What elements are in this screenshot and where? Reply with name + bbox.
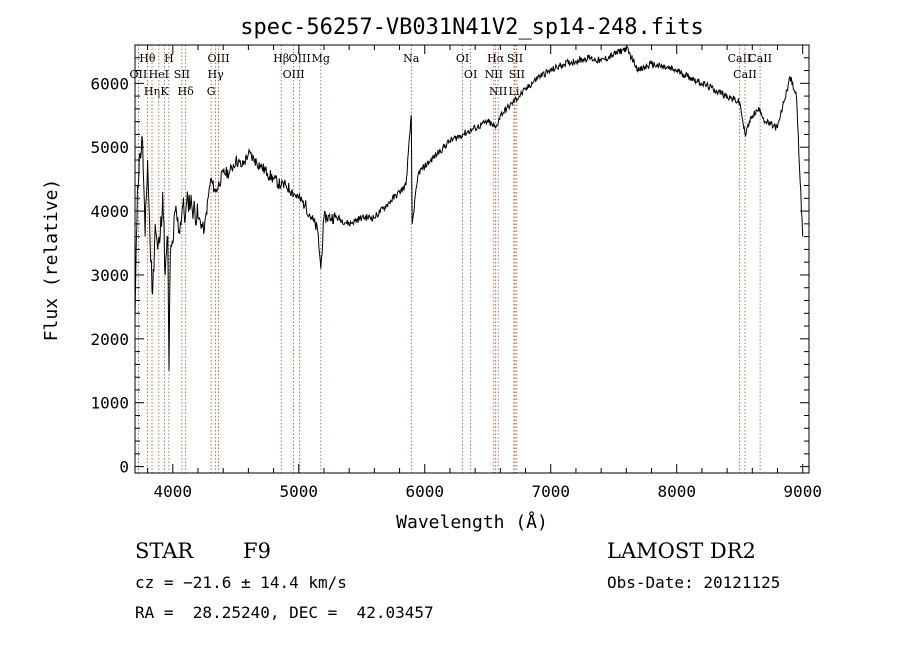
spectrum-line <box>134 45 804 371</box>
chart-title: spec-56257-VB031N41V2_sp14-248.fits <box>240 15 704 40</box>
x-tick-label: 5000 <box>280 482 319 501</box>
x-tick-label: 4000 <box>154 482 193 501</box>
y-tick-label: 0 <box>119 458 129 477</box>
line-label: H <box>164 52 174 65</box>
x-tick-label: 8000 <box>657 482 696 501</box>
line-label: Hβ <box>273 52 289 65</box>
redshift-label: cz = −21.6 ± 14.4 km/s <box>135 573 347 592</box>
x-tick-label: 6000 <box>405 482 444 501</box>
line-label: OIII <box>207 52 229 65</box>
line-label: CaII <box>728 52 752 65</box>
line-label: Na <box>403 52 420 65</box>
obs-date-label: Obs-Date: 20121125 <box>607 573 781 592</box>
y-tick-label: 6000 <box>90 74 129 93</box>
y-tick-label: 3000 <box>90 266 129 285</box>
line-label: Hθ <box>139 52 156 65</box>
survey-label: LAMOST DR2 <box>607 539 756 563</box>
line-label: Hγ <box>208 68 225 81</box>
line-label: CaII <box>748 52 772 65</box>
line-label: NII <box>485 68 503 81</box>
y-tick-label: 2000 <box>90 330 129 349</box>
x-tick-label: 9000 <box>783 482 822 501</box>
line-label: K <box>160 85 169 98</box>
line-label: Hδ <box>178 85 195 98</box>
line-label: Li <box>509 85 520 98</box>
line-label: OIII <box>283 68 305 81</box>
line-label: OI <box>464 68 477 81</box>
line-label: SII <box>174 68 190 81</box>
y-axis-label: Flux (relative) <box>41 179 62 342</box>
x-tick-label: 7000 <box>531 482 570 501</box>
plot-frame <box>134 44 810 474</box>
y-tick-label: 5000 <box>90 138 129 157</box>
line-label: Hη <box>144 85 160 98</box>
y-tick-label: 1000 <box>90 394 129 413</box>
line-label: CaII <box>733 68 757 81</box>
line-label: HeI <box>149 68 169 81</box>
object-subclass: F9 <box>243 539 271 563</box>
line-label: OIII <box>289 52 311 65</box>
coordinates-label: RA = 28.25240, DEC = 42.03457 <box>135 603 434 622</box>
line-label: Hα <box>487 52 505 65</box>
line-label: NII <box>489 85 507 98</box>
object-class: STAR <box>135 539 194 563</box>
line-label: G <box>207 85 216 98</box>
x-axis-label: Wavelength (Å) <box>396 511 548 533</box>
line-label: OII <box>130 68 148 81</box>
line-label: SII <box>509 68 525 81</box>
line-label: OI <box>456 52 469 65</box>
line-label: SII <box>507 52 523 65</box>
axis-ticks: 4000 5000 6000 7000 8000 9000 0 1000 2000 3000 400… <box>90 45 822 501</box>
y-tick-label: 4000 <box>90 202 129 221</box>
line-label: Mg <box>312 52 330 65</box>
